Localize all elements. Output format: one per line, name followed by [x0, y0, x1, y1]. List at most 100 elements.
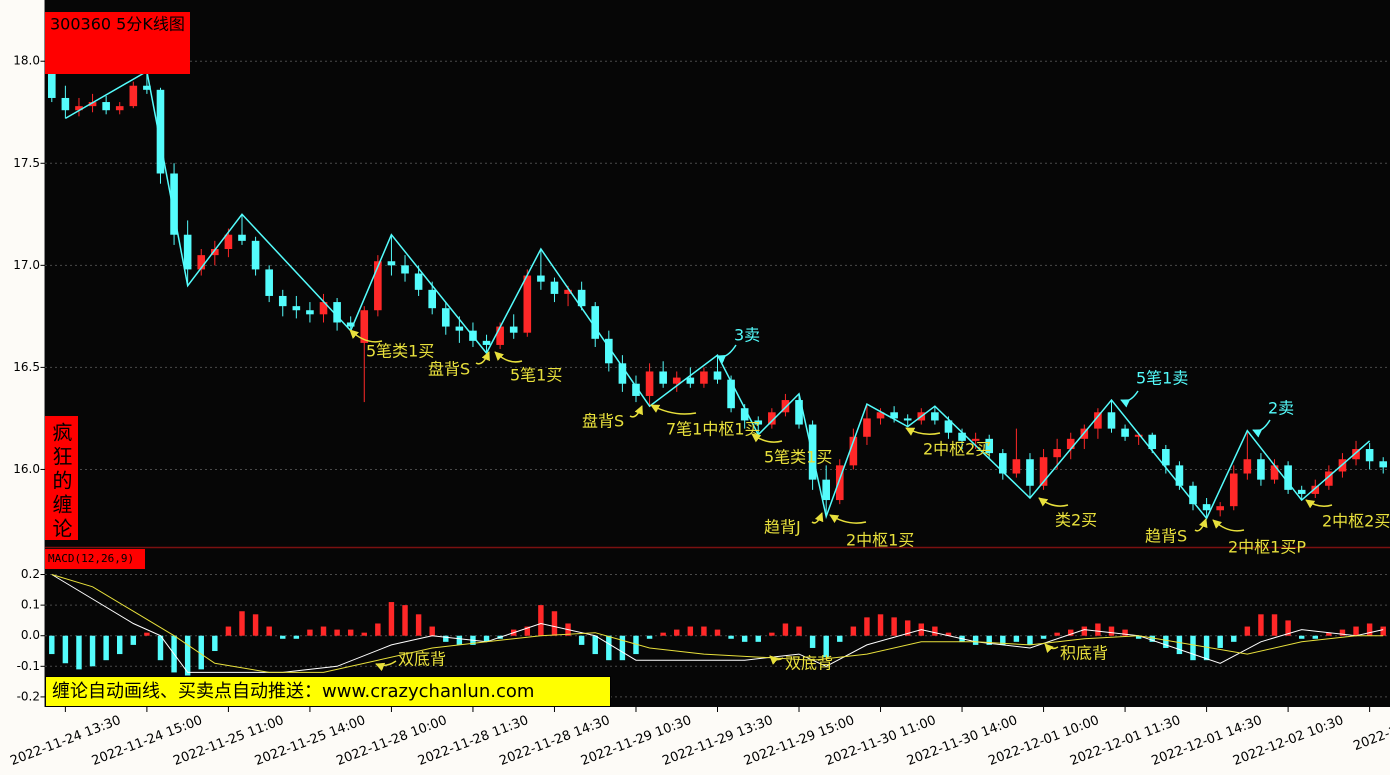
macd-bar — [646, 635, 653, 639]
macd-bar — [1231, 635, 1237, 642]
macd-bar — [782, 623, 789, 636]
candle-body — [672, 377, 681, 384]
annotation: 双底背 — [785, 654, 833, 673]
annotation: 3卖 — [734, 326, 760, 345]
macd-bar — [837, 635, 843, 642]
macd-bar — [198, 635, 204, 670]
macd-bar — [1298, 635, 1305, 639]
annotation-arrow — [1038, 497, 1069, 507]
candle-body — [333, 302, 341, 323]
candle-body — [523, 275, 532, 333]
candle-body — [1175, 465, 1184, 486]
macd-bar — [388, 602, 395, 636]
macd-bar — [1013, 635, 1020, 642]
candle-body — [1243, 459, 1252, 474]
candle-body — [958, 432, 966, 441]
annotation-arrow — [1194, 518, 1208, 532]
macd-bar — [633, 635, 639, 655]
macd-bar — [76, 635, 82, 670]
candle-body — [292, 306, 301, 311]
candle-body — [944, 420, 953, 433]
candle-body — [129, 85, 138, 107]
annotation-arrow — [650, 404, 697, 415]
annotation-arrow — [494, 351, 523, 363]
candle-body — [971, 438, 980, 441]
macd-bar — [1163, 635, 1169, 648]
candle-body — [251, 240, 260, 270]
macd-bar — [891, 617, 897, 636]
macd-bar — [741, 635, 748, 642]
candle-body — [863, 418, 871, 437]
annotation: 5笔1买 — [510, 366, 562, 385]
macd-bar — [225, 626, 232, 636]
annotation: 2中枢1买 — [846, 531, 914, 550]
candle-body — [564, 289, 572, 294]
macd-bar — [334, 629, 340, 636]
macd-bar — [1040, 635, 1047, 639]
candle-body — [1134, 434, 1143, 437]
candle-body — [849, 436, 858, 466]
candle-body — [795, 400, 803, 425]
candle-body — [985, 438, 994, 454]
candle-body — [1379, 461, 1388, 468]
candle-body — [482, 340, 491, 345]
macd-bar — [184, 635, 191, 676]
macd-bar — [755, 635, 761, 642]
candle-body — [1162, 449, 1170, 466]
macd-bar — [89, 635, 96, 667]
macd-bar — [130, 635, 137, 645]
macd-bar — [402, 605, 408, 636]
annotation-arrow — [629, 405, 643, 418]
candle-body — [360, 310, 369, 343]
y-tick-label: 18.0 — [13, 54, 40, 68]
macd-bar — [538, 605, 544, 636]
annotation: 趋背J — [764, 518, 801, 537]
macd-bar — [551, 611, 558, 636]
banner: 缠论自动画线、买卖点自动推送：www.crazychanlun.com — [52, 681, 534, 702]
candle-body — [931, 412, 939, 421]
candle-body — [890, 412, 898, 419]
annotation-arrow — [349, 329, 383, 343]
macd-bar — [1122, 629, 1128, 636]
candle-body — [143, 85, 151, 90]
macd-bar — [1149, 635, 1155, 642]
candle-body — [428, 289, 437, 309]
macd-bar — [1380, 626, 1386, 636]
candle-body — [156, 89, 165, 174]
candle-body — [88, 102, 97, 107]
candle-body — [1202, 504, 1211, 511]
annotation-arrow — [769, 655, 784, 665]
y-tick-label: -0.1 — [17, 659, 40, 673]
candle-body — [835, 465, 844, 501]
candle-body — [211, 249, 219, 256]
annotation-arrow — [811, 512, 824, 524]
candle-body — [374, 261, 382, 311]
annotation-arrow — [829, 514, 867, 524]
annotation: 5笔1卖 — [1136, 369, 1188, 388]
macd-bar — [1244, 626, 1251, 636]
annotation-arrow — [375, 660, 397, 672]
candle-body — [768, 412, 776, 425]
macd-bar — [796, 626, 802, 636]
annotation: 趋背S — [1145, 527, 1187, 546]
macd-bar — [1108, 626, 1115, 636]
candle-body — [441, 308, 450, 327]
y-tick-label: 16.5 — [13, 360, 40, 374]
annotation-arrow — [1044, 643, 1059, 653]
candle-body — [224, 234, 233, 250]
title-box — [45, 12, 190, 74]
macd-bar — [1176, 635, 1183, 655]
annotation: 2中枢2买 — [1322, 512, 1390, 531]
candle-body — [781, 400, 790, 413]
candle-body — [509, 326, 518, 333]
candle-body — [401, 265, 409, 274]
candle-body — [1352, 449, 1360, 460]
candle-body — [183, 234, 192, 270]
candle-body — [75, 106, 83, 111]
annotation-arrow — [1212, 519, 1245, 532]
candle-body — [455, 326, 464, 331]
annotation: 2中枢2买 — [923, 440, 991, 459]
candle-body — [618, 363, 627, 384]
macd-bar — [1190, 635, 1196, 661]
